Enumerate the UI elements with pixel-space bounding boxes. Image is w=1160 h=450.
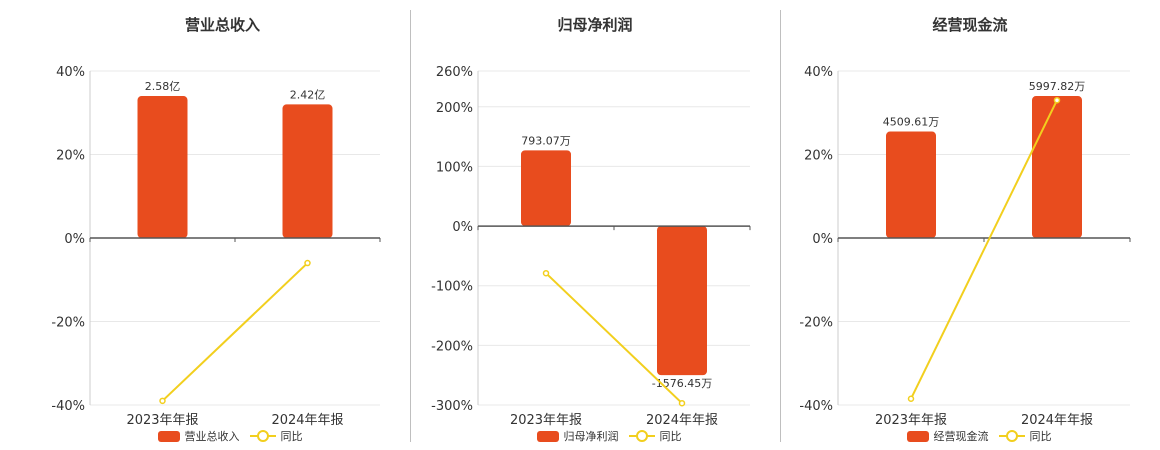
chart-legend: 营业总收入 同比 <box>35 428 410 444</box>
y-tick-label: -20% <box>799 316 833 331</box>
chart-svg: 260% 200% 100% 0% -100% -200% -300% 793.07万 -157… <box>431 65 751 428</box>
legend-item-bar[interactable]: 经营现金流 <box>906 428 989 444</box>
yoy-line <box>545 272 683 404</box>
y-tick-label: 20% <box>56 149 85 164</box>
chart-panel-2: 归母净利润 260% 200% 100% 0% -100% -200% -300% 793.07… <box>410 0 780 450</box>
chart-legend: 经营现金流 同比 <box>780 428 1160 444</box>
yoy-point[interactable] <box>159 397 166 405</box>
yoy-point[interactable] <box>542 269 550 277</box>
legend-bar-swatch <box>906 430 929 442</box>
x-category-label: 2023年年报 <box>875 413 947 428</box>
chart-panel-3: 经营现金流 40% 20% 0% -20% -40% 4509.61万 5997.82万 202… <box>780 0 1160 450</box>
y-tick-label: -300% <box>431 399 473 414</box>
legend-item-bar[interactable]: 归母净利润 <box>536 428 619 444</box>
bar-value-label: 2.58亿 <box>145 80 181 93</box>
yoy-line <box>161 262 309 402</box>
bar-value-label: 2.42亿 <box>290 88 326 101</box>
legend-label: 经营现金流 <box>933 430 989 443</box>
panel-divider <box>410 10 411 442</box>
y-tick-label: -40% <box>799 399 833 414</box>
legend-label: 营业总收入 <box>184 430 240 443</box>
legend-item-line[interactable]: 同比 <box>998 428 1052 444</box>
x-category-label: 2023年年报 <box>510 413 582 428</box>
bar-value-label: -1576.45万 <box>652 377 712 390</box>
bar[interactable] <box>521 150 571 227</box>
y-tick-label: 40% <box>56 65 85 80</box>
y-tick-label: -40% <box>51 399 85 414</box>
legend-line-swatch <box>249 430 276 442</box>
bar[interactable] <box>282 104 333 239</box>
yoy-line <box>910 99 1058 400</box>
panel-divider <box>780 10 781 442</box>
legend-item-bar[interactable]: 营业总收入 <box>157 428 240 444</box>
yoy-point[interactable] <box>907 395 915 402</box>
chart-svg: 40% 20% 0% -20% -40% 4509.61万 5997.82万 2023年年报 2… <box>799 65 1131 428</box>
bar-value-label: 793.07万 <box>521 134 571 147</box>
chart-title: 经营现金流 <box>932 16 1008 34</box>
chart-title: 归母净利润 <box>557 16 633 34</box>
y-tick-label: 20% <box>804 149 833 164</box>
bar-value-label: 5997.82万 <box>1029 80 1086 93</box>
y-tick-label: 260% <box>436 65 473 80</box>
legend-bar-swatch <box>157 430 180 442</box>
chart-legend: 归母净利润 同比 <box>410 428 780 444</box>
y-tick-label: -100% <box>431 280 473 295</box>
chart-svg: 40% 20% 0% -20% -40% 2.58亿 2.42亿 2023年年报 2024年年报 <box>51 65 381 428</box>
y-tick-label: 0% <box>452 220 473 235</box>
legend-item-line[interactable]: 同比 <box>628 428 682 444</box>
legend-item-line[interactable]: 同比 <box>249 428 303 444</box>
y-tick-label: 200% <box>436 101 473 116</box>
legend-line-swatch <box>998 430 1025 442</box>
legend-label: 同比 <box>280 430 303 443</box>
x-category-label: 2024年年报 <box>646 413 718 428</box>
legend-label: 同比 <box>659 430 682 443</box>
bar[interactable] <box>137 96 188 238</box>
bar[interactable] <box>1032 96 1082 238</box>
legend-label: 归母净利润 <box>563 430 619 443</box>
y-tick-label: -20% <box>51 316 85 331</box>
yoy-point[interactable] <box>304 259 311 267</box>
y-tick-label: 100% <box>436 160 473 175</box>
y-tick-label: 0% <box>64 232 85 247</box>
chart-panel-1: 营业总收入 40% 20% 0% -20% -40% 2.58亿 2.42亿 2023年年报 20… <box>35 0 410 450</box>
yoy-point[interactable] <box>1053 96 1061 104</box>
legend-bar-swatch <box>536 430 559 442</box>
y-tick-label: -200% <box>431 339 473 354</box>
bar-value-label: 4509.61万 <box>883 116 940 129</box>
bar[interactable] <box>657 226 707 376</box>
x-category-label: 2023年年报 <box>126 413 198 428</box>
legend-line-swatch <box>628 430 655 442</box>
legend-label: 同比 <box>1029 430 1052 443</box>
x-category-label: 2024年年报 <box>271 413 343 428</box>
x-category-label: 2024年年报 <box>1021 413 1093 428</box>
yoy-point[interactable] <box>678 399 686 407</box>
y-tick-label: 40% <box>804 65 833 80</box>
y-tick-label: 0% <box>812 232 833 247</box>
chart-title: 营业总收入 <box>184 16 260 34</box>
bar[interactable] <box>886 131 936 238</box>
